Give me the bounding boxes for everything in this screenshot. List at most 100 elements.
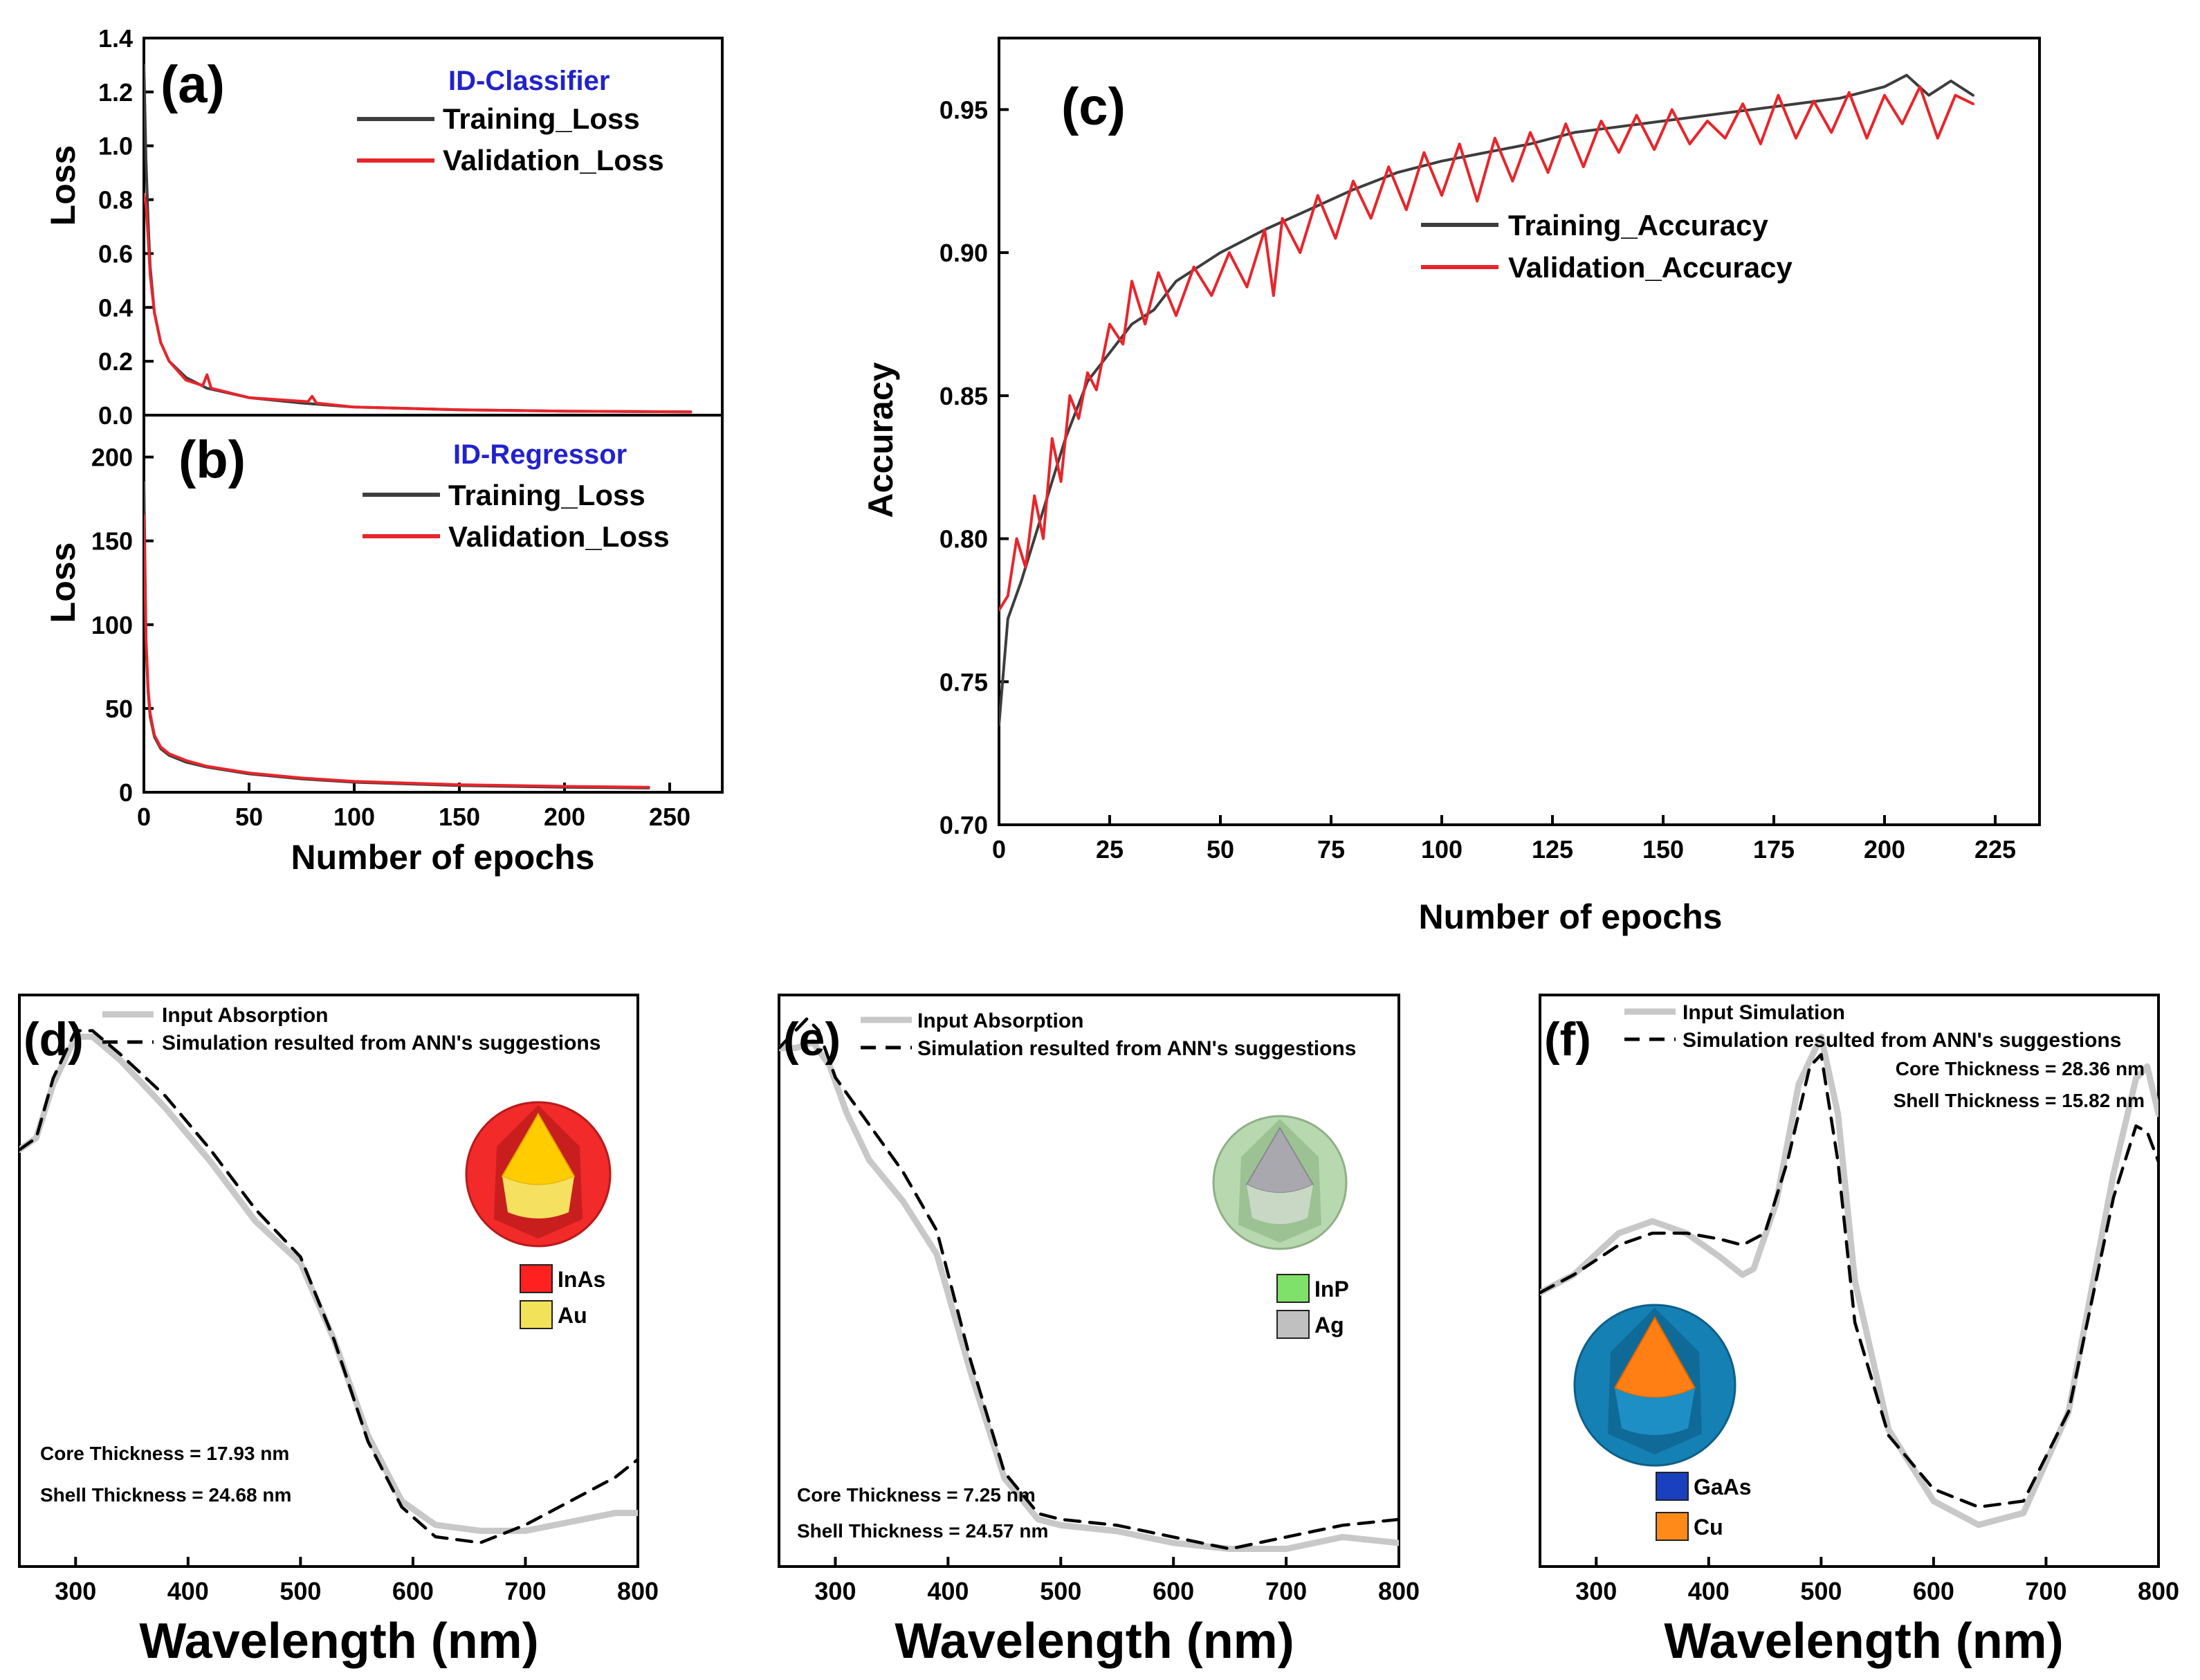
panel-e-frame xyxy=(778,994,1400,1568)
panel-d-core-shell-sphere xyxy=(465,1101,612,1248)
panel-e-material-shell-label: Ag xyxy=(1314,1313,1344,1337)
panel-a-series xyxy=(144,63,693,414)
panel-e-x-tick-label: 500 xyxy=(1040,1577,1081,1605)
panel-c-y-tick-label: 0.75 xyxy=(939,668,988,696)
panel-d-legend-ann-label: Simulation resulted from ANN's suggestio… xyxy=(162,1032,601,1054)
panel-b-x-tick-label: 100 xyxy=(333,803,375,831)
panel-e-legend-ann-label: Simulation resulted from ANN's suggestio… xyxy=(917,1037,1356,1060)
panel-b-x-tick-label: 50 xyxy=(235,803,263,831)
panel-d-x-tick-label: 500 xyxy=(279,1577,321,1605)
panel-c-y-label: Accuracy xyxy=(861,362,900,518)
panel-f-series-primary-line xyxy=(1540,1033,2158,1528)
panel-f-legend-input-label: Input Simulation xyxy=(1683,1001,1845,1024)
panel-c-x-label: Number of epochs xyxy=(1419,897,1723,936)
panel-f-x-tick-label: 400 xyxy=(1688,1577,1730,1605)
panel-d-frame xyxy=(18,994,639,1568)
panel-a-y-tick-label: 0.4 xyxy=(98,293,133,322)
panel-c-series xyxy=(999,73,1974,727)
panel-a-y-tick-label: 1.0 xyxy=(98,132,133,161)
panel-c-x-tick-label: 125 xyxy=(1532,835,1573,864)
panel-c-y-tick-label: 0.70 xyxy=(939,811,988,839)
panel-d-x-tick-label: 800 xyxy=(617,1577,659,1605)
panel-d-series xyxy=(19,1029,638,1544)
panel-b-y-tick-label: 100 xyxy=(91,611,133,639)
panel-b-y-tick-label: 200 xyxy=(91,444,133,472)
panel-e: 300 400 500 600 700 800 (e) Input Absorption … xyxy=(778,994,1420,1669)
panel-f-shell-thickness: Shell Thickness = 15.82 nm xyxy=(1894,1090,2145,1111)
panel-e-x-tick-label: 700 xyxy=(1265,1577,1307,1605)
panel-a-y-tick-label: 1.4 xyxy=(98,24,133,53)
panel-b-series xyxy=(144,480,650,789)
panel-e-material-swatch-core xyxy=(1276,1274,1310,1303)
panel-d-material-shell-label: Au xyxy=(558,1303,587,1328)
panel-e-core-thickness: Core Thickness = 7.25 nm xyxy=(797,1484,1036,1506)
panel-c-x-tick-label: 200 xyxy=(1864,835,1905,864)
panel-f-series xyxy=(1540,1033,2158,1528)
panel-a-y-tick-label: 0.2 xyxy=(98,347,133,376)
panel-b-y-tick-label: 50 xyxy=(105,695,133,723)
panel-f-core-thickness: Core Thickness = 28.36 nm xyxy=(1896,1058,2145,1079)
panel-b: 0 50 100 150 200 250 0 50 100 150 200 (b) ID-Regr… xyxy=(44,414,724,877)
panel-f-legend-ann-label: Simulation resulted from ANN's suggestio… xyxy=(1683,1029,2121,1052)
panel-d-series-secondary-line xyxy=(19,1029,638,1544)
panel-f-material-swatch-shell xyxy=(1656,1512,1689,1541)
panel-d: 300 400 500 600 700 800 (d) Input Absorption … xyxy=(18,994,659,1669)
panel-a-y-tick-label: 0.0 xyxy=(98,401,133,430)
panel-d-label: (d) xyxy=(24,1013,84,1066)
panel-a-y-label: Loss xyxy=(44,145,82,226)
panel-e-x-label: Wavelength (nm) xyxy=(895,1614,1294,1669)
panel-c-x-tick-label: 175 xyxy=(1753,835,1795,864)
panel-a-y-tick-label: 1.2 xyxy=(98,78,133,107)
panel-c-series-primary-line xyxy=(999,73,1974,727)
panel-a-y-tick-label: 0.8 xyxy=(98,186,133,214)
panel-c-x-tick-label: 225 xyxy=(1974,835,2016,864)
panel-f-x-tick-label: 300 xyxy=(1575,1577,1617,1605)
panel-e-core-shell-sphere xyxy=(1212,1115,1348,1250)
panel-f-material-shell-label: Cu xyxy=(1694,1515,1723,1540)
panel-c-y-tick-label: 0.90 xyxy=(939,239,988,267)
panel-e-legend-input-label: Input Absorption xyxy=(917,1010,1084,1032)
panel-c-label: (c) xyxy=(1061,77,1126,136)
panel-f-x-tick-label: 800 xyxy=(2138,1577,2179,1605)
panel-e-x-tick-label: 300 xyxy=(814,1577,856,1605)
panel-b-label: (b) xyxy=(178,430,246,489)
panel-c-y-tick-label: 0.95 xyxy=(939,95,988,124)
panel-e-shell-thickness: Shell Thickness = 24.57 nm xyxy=(797,1520,1048,1542)
panel-a-legend-validation-label: Validation_Loss xyxy=(443,144,664,176)
panel-f-x-label: Wavelength (nm) xyxy=(1664,1614,2063,1669)
panel-c-legend-training-label: Training_Accuracy xyxy=(1508,209,1768,241)
panel-a-label: (a) xyxy=(161,55,225,114)
panel-e-material-core-label: InP xyxy=(1314,1277,1349,1302)
panel-b-x-label: Number of epochs xyxy=(291,838,595,877)
panel-f-series-secondary-line xyxy=(1540,1052,2158,1509)
panel-c-series-secondary-line xyxy=(999,85,1974,612)
panel-b-x-ticks: 0 50 100 150 200 250 xyxy=(137,783,690,831)
panel-c-x-tick-label: 50 xyxy=(1207,835,1234,864)
panel-d-material-swatch-core xyxy=(520,1264,553,1293)
panel-e-material-swatch-shell xyxy=(1276,1310,1310,1339)
panel-b-y-ticks: 0 50 100 150 200 xyxy=(91,444,154,807)
panel-f-material-swatch-core xyxy=(1656,1472,1689,1501)
panel-a-y-tick-label: 0.6 xyxy=(98,239,133,268)
panel-b-legend-title: ID-Regressor xyxy=(453,439,627,470)
panel-c: 0 25 50 75 100 125 150 175 200 225 0.700.750.800.… xyxy=(861,37,2041,936)
panel-e-x-ticks: 300 400 500 600 700 800 xyxy=(814,1557,1420,1605)
panel-c-x-ticks: 0 25 50 75 100 125 150 175 200 225 xyxy=(992,815,2016,864)
panel-e-series xyxy=(779,1016,1399,1552)
panel-b-y-tick-label: 0 xyxy=(119,778,133,807)
panel-d-legend-input-label: Input Absorption xyxy=(162,1004,329,1027)
panel-d-x-tick-label: 400 xyxy=(167,1577,209,1605)
panel-d-x-label: Wavelength (nm) xyxy=(139,1614,538,1669)
panel-d-material-core-label: InAs xyxy=(558,1267,605,1292)
panel-c-x-tick-label: 100 xyxy=(1421,835,1463,864)
panel-c-x-tick-label: 75 xyxy=(1317,835,1345,864)
panel-c-x-tick-label: 0 xyxy=(992,835,1006,864)
panel-b-x-tick-label: 150 xyxy=(439,803,480,831)
panel-b-x-tick-label: 250 xyxy=(649,803,690,831)
panel-c-x-tick-label: 150 xyxy=(1642,835,1684,864)
panel-a-series-secondary-line xyxy=(144,192,693,414)
panel-f-x-ticks: 300 400 500 600 700 800 xyxy=(1575,1557,2179,1605)
panel-c-legend-validation-label: Validation_Accuracy xyxy=(1508,251,1793,284)
panel-d-shell-thickness: Shell Thickness = 24.68 nm xyxy=(40,1484,291,1506)
